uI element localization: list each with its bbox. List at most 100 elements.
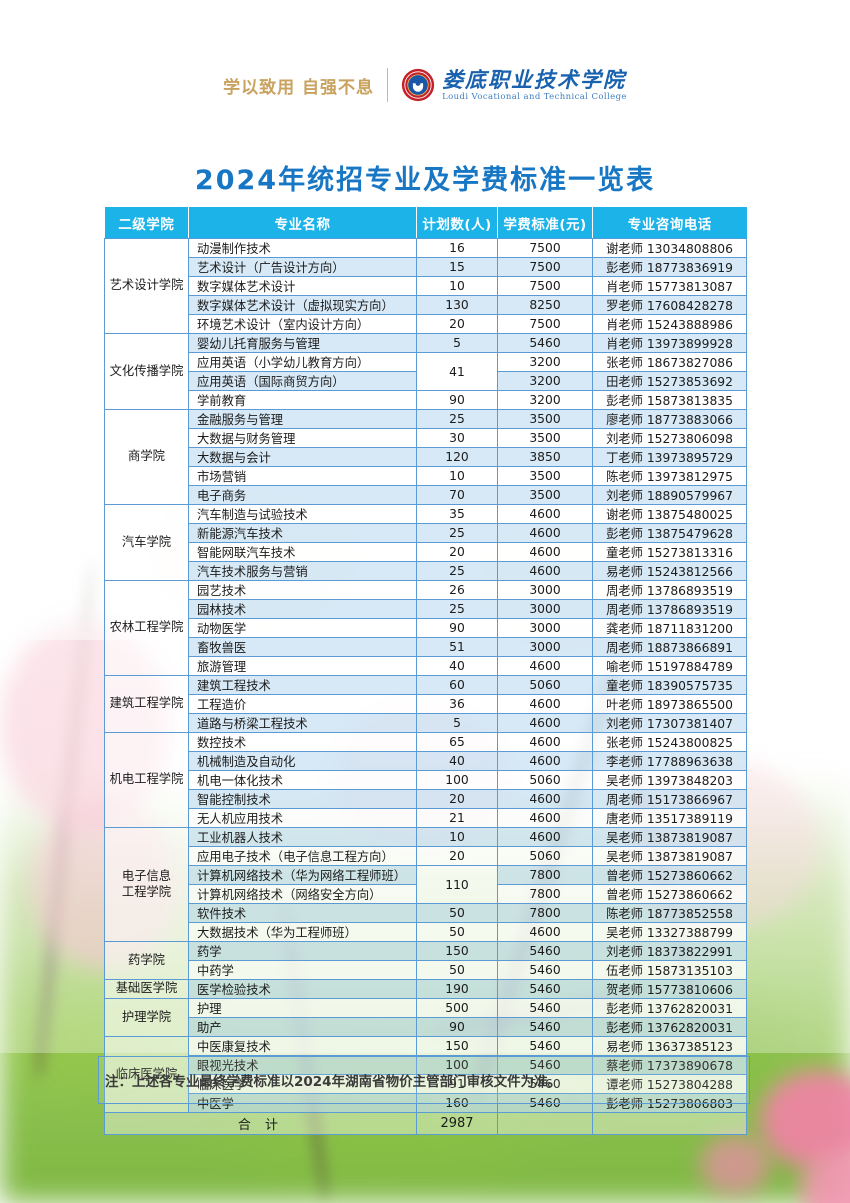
table-row: 市场营销 10 3500 陈老师 13973812975: [105, 466, 747, 486]
cell-plan: 15: [416, 257, 498, 277]
school-logo: 娄底职业技术学院 Loudi Vocational and Technical …: [401, 68, 627, 102]
cell-tel: 谢老师 13875480025: [592, 504, 747, 524]
table-row: 商学院 金融服务与管理 25 3500 廖老师 18773883066: [104, 409, 747, 505]
table-row: 大数据与财务管理 30 3500 刘老师 15273806098: [105, 428, 747, 448]
cell-major: 中药学: [188, 960, 417, 980]
cell-plan: 51: [416, 637, 498, 657]
cell-tel: 彭老师 13762820031: [592, 998, 747, 1018]
cell-tel: 彭老师 13875479628: [592, 523, 747, 543]
cell-tel: 刘老师 15273806098: [592, 428, 747, 448]
cell-fee: 4600: [497, 713, 593, 733]
table-row: 软件技术 50 7800 陈老师 18773852558: [105, 903, 747, 923]
cell-major: 智能网联汽车技术: [188, 542, 417, 562]
cell-fee: 5460: [497, 979, 593, 999]
cell-tel: 喻老师 15197884789: [592, 656, 747, 676]
school-motto: 学以致用 自强不息: [223, 77, 375, 98]
cell-major: 汽车技术服务与营销: [188, 561, 417, 581]
table-row: 计算机网络技术（华为网络工程师班） 110 7800 曾老师 15273860662: [105, 865, 747, 904]
cell-plan: 190: [416, 979, 498, 999]
cell-plan: 10: [416, 827, 498, 847]
table-row: 基础医学院 医学检验技术 190 5460 贺老师 15773810606: [104, 979, 747, 999]
table-row: 智能控制技术 20 4600 周老师 15173866967: [105, 789, 747, 809]
cell-fee: 7500: [497, 314, 593, 334]
table-row: 园林技术 25 3000 周老师 13786893519: [105, 599, 747, 619]
table-row: 应用英语（国际商贸方向） 3200 田老师 15273853692: [105, 371, 747, 391]
table-row: 智能网联汽车技术 20 4600 童老师 15273813316: [105, 542, 747, 562]
cell-plan: 65: [416, 732, 498, 752]
cell-fee: 5460: [497, 960, 593, 980]
cell-fee: 5460: [497, 1074, 593, 1094]
cell-major: 工业机器人技术: [188, 827, 417, 847]
cell-tel: 吴老师 13327388799: [592, 922, 747, 942]
cell-major: 汽车制造与试验技术: [188, 504, 417, 524]
table-row: 机械制造及自动化 40 4600 李老师 17788963638: [105, 751, 747, 771]
table-row: 建筑工程学院 建筑工程技术 60 5060 童老师 18390575735: [104, 675, 747, 733]
cell-fee: 7500: [497, 276, 593, 296]
cell-plan: 60: [416, 675, 498, 695]
cell-fee: 4600: [497, 656, 593, 676]
cell-major: 大数据技术（华为工程师班）: [188, 922, 417, 942]
cell-fee: 3850: [497, 447, 593, 467]
cell-plan: 20: [416, 542, 498, 562]
table-row: 工程造价 36 4600 叶老师 18973865500: [105, 694, 747, 714]
cell-major: 婴幼儿托育服务与管理: [188, 333, 417, 353]
cell-fee: 5460: [497, 1017, 593, 1037]
cell-fee: 4600: [497, 561, 593, 581]
table-row: 艺术设计学院 动漫制作技术 16 7500 谢老师 13034808806: [104, 238, 747, 334]
cell-major: 眼视光技术: [188, 1055, 417, 1075]
cell-major: 新能源汽车技术: [188, 523, 417, 543]
cell-college: 电子信息 工程学院: [104, 827, 189, 942]
cell-tel: 彭老师 18773836919: [592, 257, 747, 277]
cell-tel: 肖老师 13973899928: [592, 333, 747, 353]
table-total-row: 合 计 2987: [104, 1112, 747, 1135]
cell-plan: 50: [416, 922, 498, 942]
cell-fee: 7800: [497, 903, 593, 923]
cell-fee: 7800: [497, 884, 593, 904]
cell-tel: 李老师 17788963638: [592, 751, 747, 771]
cell-fee: 8250: [497, 295, 593, 315]
table-row: 中药学 50 5460 伍老师 15873135103: [105, 960, 747, 980]
cell-major: 大数据与财务管理: [188, 428, 417, 448]
cell-tel: 易老师 15243812566: [592, 561, 747, 581]
cell-college: 汽车学院: [104, 504, 189, 581]
cell-major: 道路与桥梁工程技术: [188, 713, 417, 733]
cell-fee: 3500: [497, 428, 593, 448]
cell-fee: 3500: [497, 466, 593, 486]
cell-tel: 曾老师 15273860662: [592, 884, 747, 904]
cell-plan: 110: [416, 865, 498, 904]
table-row: 应用电子技术（电子信息工程方向） 20 5060 吴老师 13873819087: [105, 846, 747, 866]
cell-college: 药学院: [104, 941, 189, 980]
cell-tel: 田老师 15273853692: [592, 371, 747, 391]
cell-tel: 伍老师 15873135103: [592, 960, 747, 980]
table-row: 艺术设计（广告设计方向） 15 7500 彭老师 18773836919: [105, 257, 747, 277]
cell-tel: 易老师 13637385123: [592, 1036, 747, 1056]
cell-college: 机电工程学院: [104, 732, 189, 828]
table-row: 机电一体化技术 100 5060 吴老师 13973848203: [105, 770, 747, 790]
cell-major: 应用英语（小学幼儿教育方向）: [188, 352, 417, 372]
table-row: 大数据与会计 120 3850 丁老师 13973895729: [105, 447, 747, 467]
cell-plan: 5: [416, 333, 498, 353]
cell-major: 药学: [188, 941, 417, 961]
cell-tel: 刘老师 18373822991: [592, 941, 747, 961]
cell-tel: 廖老师 18773883066: [592, 409, 747, 429]
cell-tel: 陈老师 13973812975: [592, 466, 747, 486]
cell-tel: 谭老师 15273804288: [592, 1074, 747, 1094]
footer-note: 注：上述各专业最终学费标准以2024年湖南省物价主管部门审核文件为准。: [98, 1056, 750, 1104]
cell-major: 动漫制作技术: [188, 238, 417, 258]
table-row: 电子信息 工程学院 工业机器人技术 10 4600 吴老师 13873819087: [104, 827, 747, 942]
cell-tel: 张老师 18673827086: [592, 352, 747, 372]
table-row: 数字媒体艺术设计 10 7500 肖老师 15773813087: [105, 276, 747, 296]
cell-plan: 90: [416, 1017, 498, 1037]
cell-plan: 21: [416, 808, 498, 828]
cell-major: 数字媒体艺术设计: [188, 276, 417, 296]
cell-major: 机械制造及自动化: [188, 751, 417, 771]
cell-fee: 3000: [497, 580, 593, 600]
footer-note-text: 注：上述各专业最终学费标准以2024年湖南省物价主管部门审核文件为准。: [105, 1074, 562, 1090]
table-row: 新能源汽车技术 25 4600 彭老师 13875479628: [105, 523, 747, 543]
cell-tel: 吴老师 13973848203: [592, 770, 747, 790]
cell-college: 文化传播学院: [104, 333, 189, 410]
cell-fee: 4600: [497, 523, 593, 543]
university-seal-icon: [401, 68, 435, 102]
cell-plan: 41: [416, 352, 498, 391]
cell-plan: 150: [416, 1036, 498, 1056]
